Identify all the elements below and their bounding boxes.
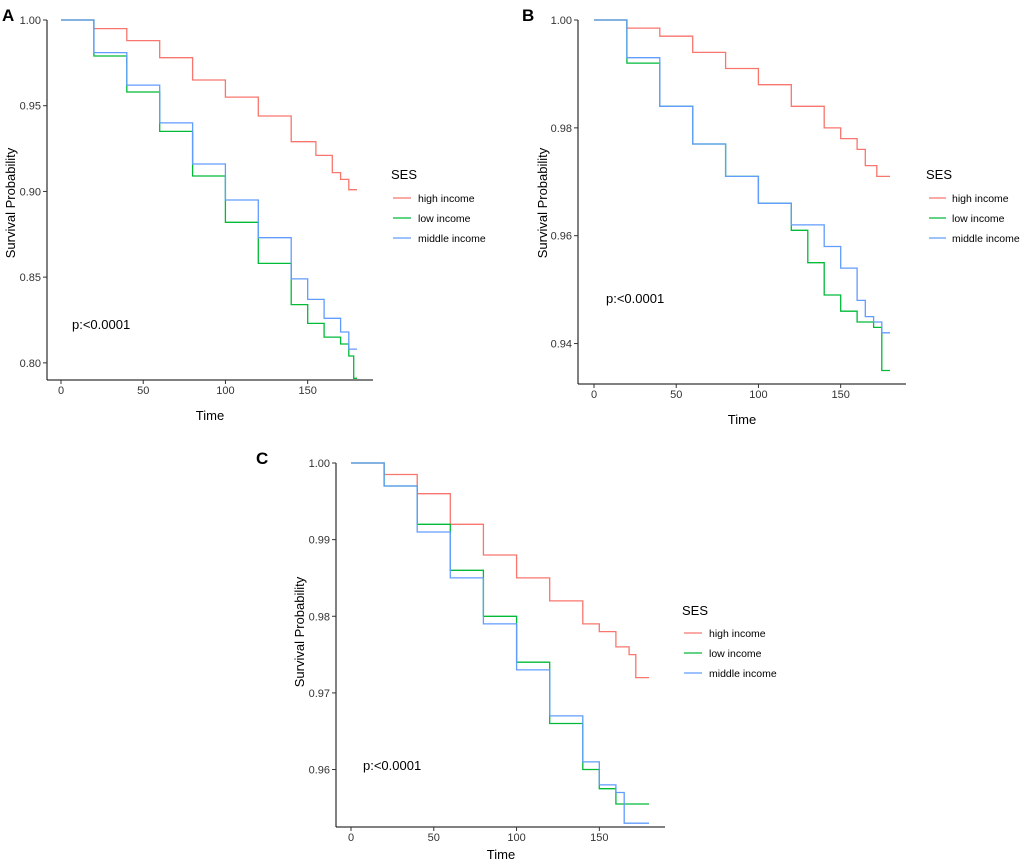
y-axis-title: Survival Probability: [3, 147, 18, 258]
legend-title: SES: [926, 167, 952, 182]
y-tick-label: 0.85: [20, 272, 41, 284]
y-tick-label: 1.00: [309, 458, 330, 470]
x-tick-label: 100: [216, 385, 234, 397]
y-tick-label: 1.00: [20, 15, 41, 27]
x-axis-title: Time: [487, 847, 515, 862]
legend-key-middle-income: middle income: [393, 233, 486, 245]
y-tick-label: 0.99: [309, 535, 330, 547]
legend-key-high-income: high income: [684, 628, 766, 640]
y-tick-label: 0.96: [309, 765, 330, 777]
y-tick-label: 0.90: [20, 186, 41, 198]
x-tick-label: 50: [428, 832, 440, 844]
panel-letter: C: [256, 449, 268, 468]
x-tick-label: 100: [507, 832, 525, 844]
p-value-annotation: p:<0.0001: [72, 317, 130, 332]
series-line-high-income: [351, 462, 649, 679]
panel-letter: A: [2, 6, 14, 25]
legend-key-middle-income: middle income: [684, 668, 777, 680]
legend-key-high-income: high income: [393, 193, 475, 205]
x-tick-label: 0: [348, 832, 354, 844]
series-line-high-income: [61, 19, 357, 191]
panel-letter: B: [522, 6, 534, 25]
legend-label: middle income: [418, 233, 486, 245]
x-tick-label: 50: [137, 385, 149, 397]
x-tick-label: 150: [831, 389, 849, 401]
legend-label: low income: [952, 213, 1005, 225]
legend-label: middle income: [709, 668, 777, 680]
y-tick-label: 0.98: [309, 611, 330, 623]
series-line-low-income: [61, 19, 357, 379]
legend-key-low-income: low income: [393, 213, 471, 225]
y-tick-label: 0.95: [20, 101, 41, 113]
y-axis-title: Survival Probability: [535, 147, 550, 258]
series-line-low-income: [351, 462, 649, 805]
series-line-low-income: [594, 19, 890, 372]
x-axis-title: Time: [728, 412, 756, 427]
y-tick-label: 0.97: [309, 688, 330, 700]
series-line-middle-income: [61, 19, 357, 350]
legend-label: middle income: [952, 233, 1020, 245]
series-line-middle-income: [351, 462, 649, 824]
series-line-middle-income: [594, 19, 890, 334]
legend-key-middle-income: middle income: [929, 233, 1020, 245]
x-tick-label: 0: [591, 389, 597, 401]
legend-title: SES: [391, 167, 417, 182]
legend-key-high-income: high income: [929, 193, 1009, 205]
p-value-annotation: p:<0.0001: [363, 758, 421, 773]
y-tick-label: 1.00: [551, 15, 572, 27]
y-tick-label: 0.96: [551, 231, 572, 243]
legend-label: low income: [709, 648, 762, 660]
x-tick-label: 150: [590, 832, 608, 844]
panel-a: A Survival Probability Time p:<0.0001 SE…: [2, 6, 486, 423]
panel-c: C Survival Probability Time p:<0.0001 SE…: [256, 449, 777, 862]
panel-b: B Survival Probability Time p:<0.0001 SE…: [522, 6, 1020, 427]
series-line-high-income: [594, 19, 890, 178]
x-axis-title: Time: [196, 408, 224, 423]
x-tick-label: 150: [298, 385, 316, 397]
legend-key-low-income: low income: [684, 648, 762, 660]
y-tick-label: 0.98: [551, 123, 572, 135]
x-tick-label: 100: [749, 389, 767, 401]
y-tick-label: 0.94: [551, 339, 572, 351]
legend-label: high income: [418, 193, 475, 205]
legend-label: low income: [418, 213, 471, 225]
legend-title: SES: [682, 603, 708, 618]
legend-key-low-income: low income: [929, 213, 1005, 225]
p-value-annotation: p:<0.0001: [606, 291, 664, 306]
legend-label: high income: [709, 628, 766, 640]
legend-label: high income: [952, 193, 1009, 205]
x-tick-label: 0: [58, 385, 64, 397]
x-tick-label: 50: [670, 389, 682, 401]
y-axis-title: Survival Probability: [292, 576, 307, 687]
y-tick-label: 0.80: [20, 358, 41, 370]
